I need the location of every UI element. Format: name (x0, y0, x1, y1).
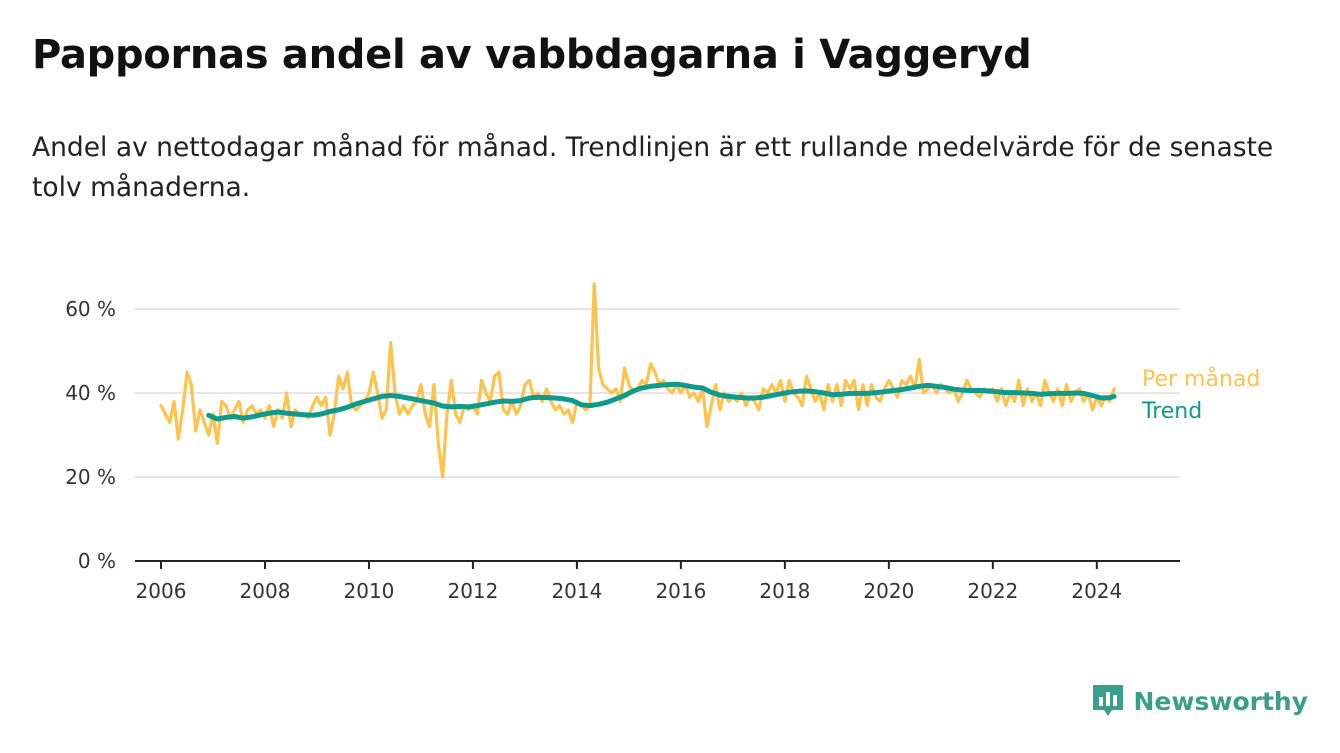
x-tick-label: 2008 (240, 579, 291, 603)
x-tick-label: 2006 (136, 579, 187, 603)
x-tick-label: 2022 (967, 579, 1018, 603)
x-tick-label: 2024 (1071, 579, 1122, 603)
newsworthy-logo-icon (1092, 685, 1123, 716)
x-tick-label: 2010 (344, 579, 395, 603)
brand: Newsworthy (1090, 682, 1309, 720)
x-tick-label: 2016 (655, 579, 706, 603)
chart-title: Pappornas andel av vabbdagarna i Vaggery… (32, 32, 1032, 78)
x-tick-label: 2014 (551, 579, 602, 603)
series-line-trend (206, 381, 1117, 422)
x-tick-label: 2018 (759, 579, 810, 603)
brand-name: Newsworthy (1133, 686, 1309, 716)
y-tick-label: 60 % (65, 297, 116, 321)
y-tick-label: 20 % (65, 465, 116, 489)
y-tick-label: 40 % (65, 381, 116, 405)
chart-subtitle: Andel av nettodagar månad för månad. Tre… (32, 132, 1274, 203)
series-label-trend: Trend (1141, 399, 1202, 424)
x-tick-label: 2020 (863, 579, 914, 603)
series-label-per-manad: Per månad (1142, 366, 1260, 392)
y-tick-label: 0 % (78, 549, 116, 573)
series-line-per-manad (159, 282, 1116, 479)
x-tick-label: 2012 (447, 579, 498, 603)
